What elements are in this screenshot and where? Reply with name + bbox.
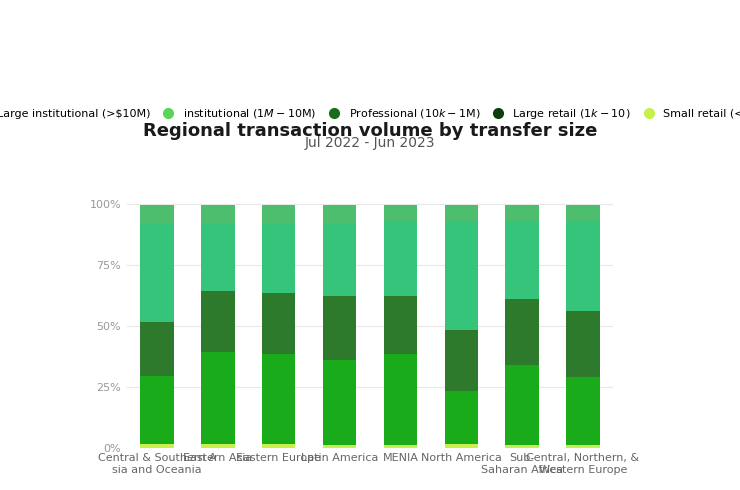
- Bar: [566, 377, 599, 445]
- Bar: [201, 352, 235, 444]
- Bar: [566, 205, 599, 221]
- Bar: [201, 205, 235, 224]
- Bar: [505, 299, 539, 365]
- Bar: [201, 291, 235, 352]
- Bar: [141, 205, 174, 224]
- Bar: [383, 354, 417, 445]
- Bar: [383, 205, 417, 221]
- Bar: [505, 205, 539, 221]
- Bar: [323, 222, 357, 295]
- Bar: [505, 221, 539, 299]
- Bar: [383, 445, 417, 448]
- Bar: [323, 295, 357, 360]
- Bar: [383, 221, 417, 295]
- Bar: [262, 205, 295, 222]
- Bar: [445, 205, 478, 221]
- Bar: [383, 295, 417, 354]
- Bar: [323, 360, 357, 445]
- Bar: [141, 444, 174, 448]
- Bar: [505, 365, 539, 445]
- Bar: [445, 330, 478, 391]
- Bar: [201, 224, 235, 291]
- Bar: [566, 312, 599, 377]
- Bar: [262, 222, 295, 293]
- Bar: [445, 221, 478, 330]
- Bar: [323, 205, 357, 222]
- Bar: [262, 354, 295, 444]
- Bar: [566, 221, 599, 312]
- Bar: [262, 444, 295, 448]
- Text: Jul 2022 - Jun 2023: Jul 2022 - Jun 2023: [305, 136, 435, 150]
- Bar: [141, 376, 174, 444]
- Bar: [141, 322, 174, 376]
- Legend: Large institutional (>$10M), institutional ($1M-$10M), Professional ($10k-$1M), : Large institutional (>$10M), institution…: [0, 107, 740, 121]
- Bar: [566, 445, 599, 448]
- Bar: [445, 444, 478, 448]
- Bar: [505, 445, 539, 448]
- Title: Regional transaction volume by transfer size: Regional transaction volume by transfer …: [143, 122, 597, 140]
- Bar: [262, 293, 295, 354]
- Bar: [323, 445, 357, 448]
- Bar: [445, 391, 478, 444]
- Bar: [201, 444, 235, 448]
- Bar: [141, 224, 174, 322]
